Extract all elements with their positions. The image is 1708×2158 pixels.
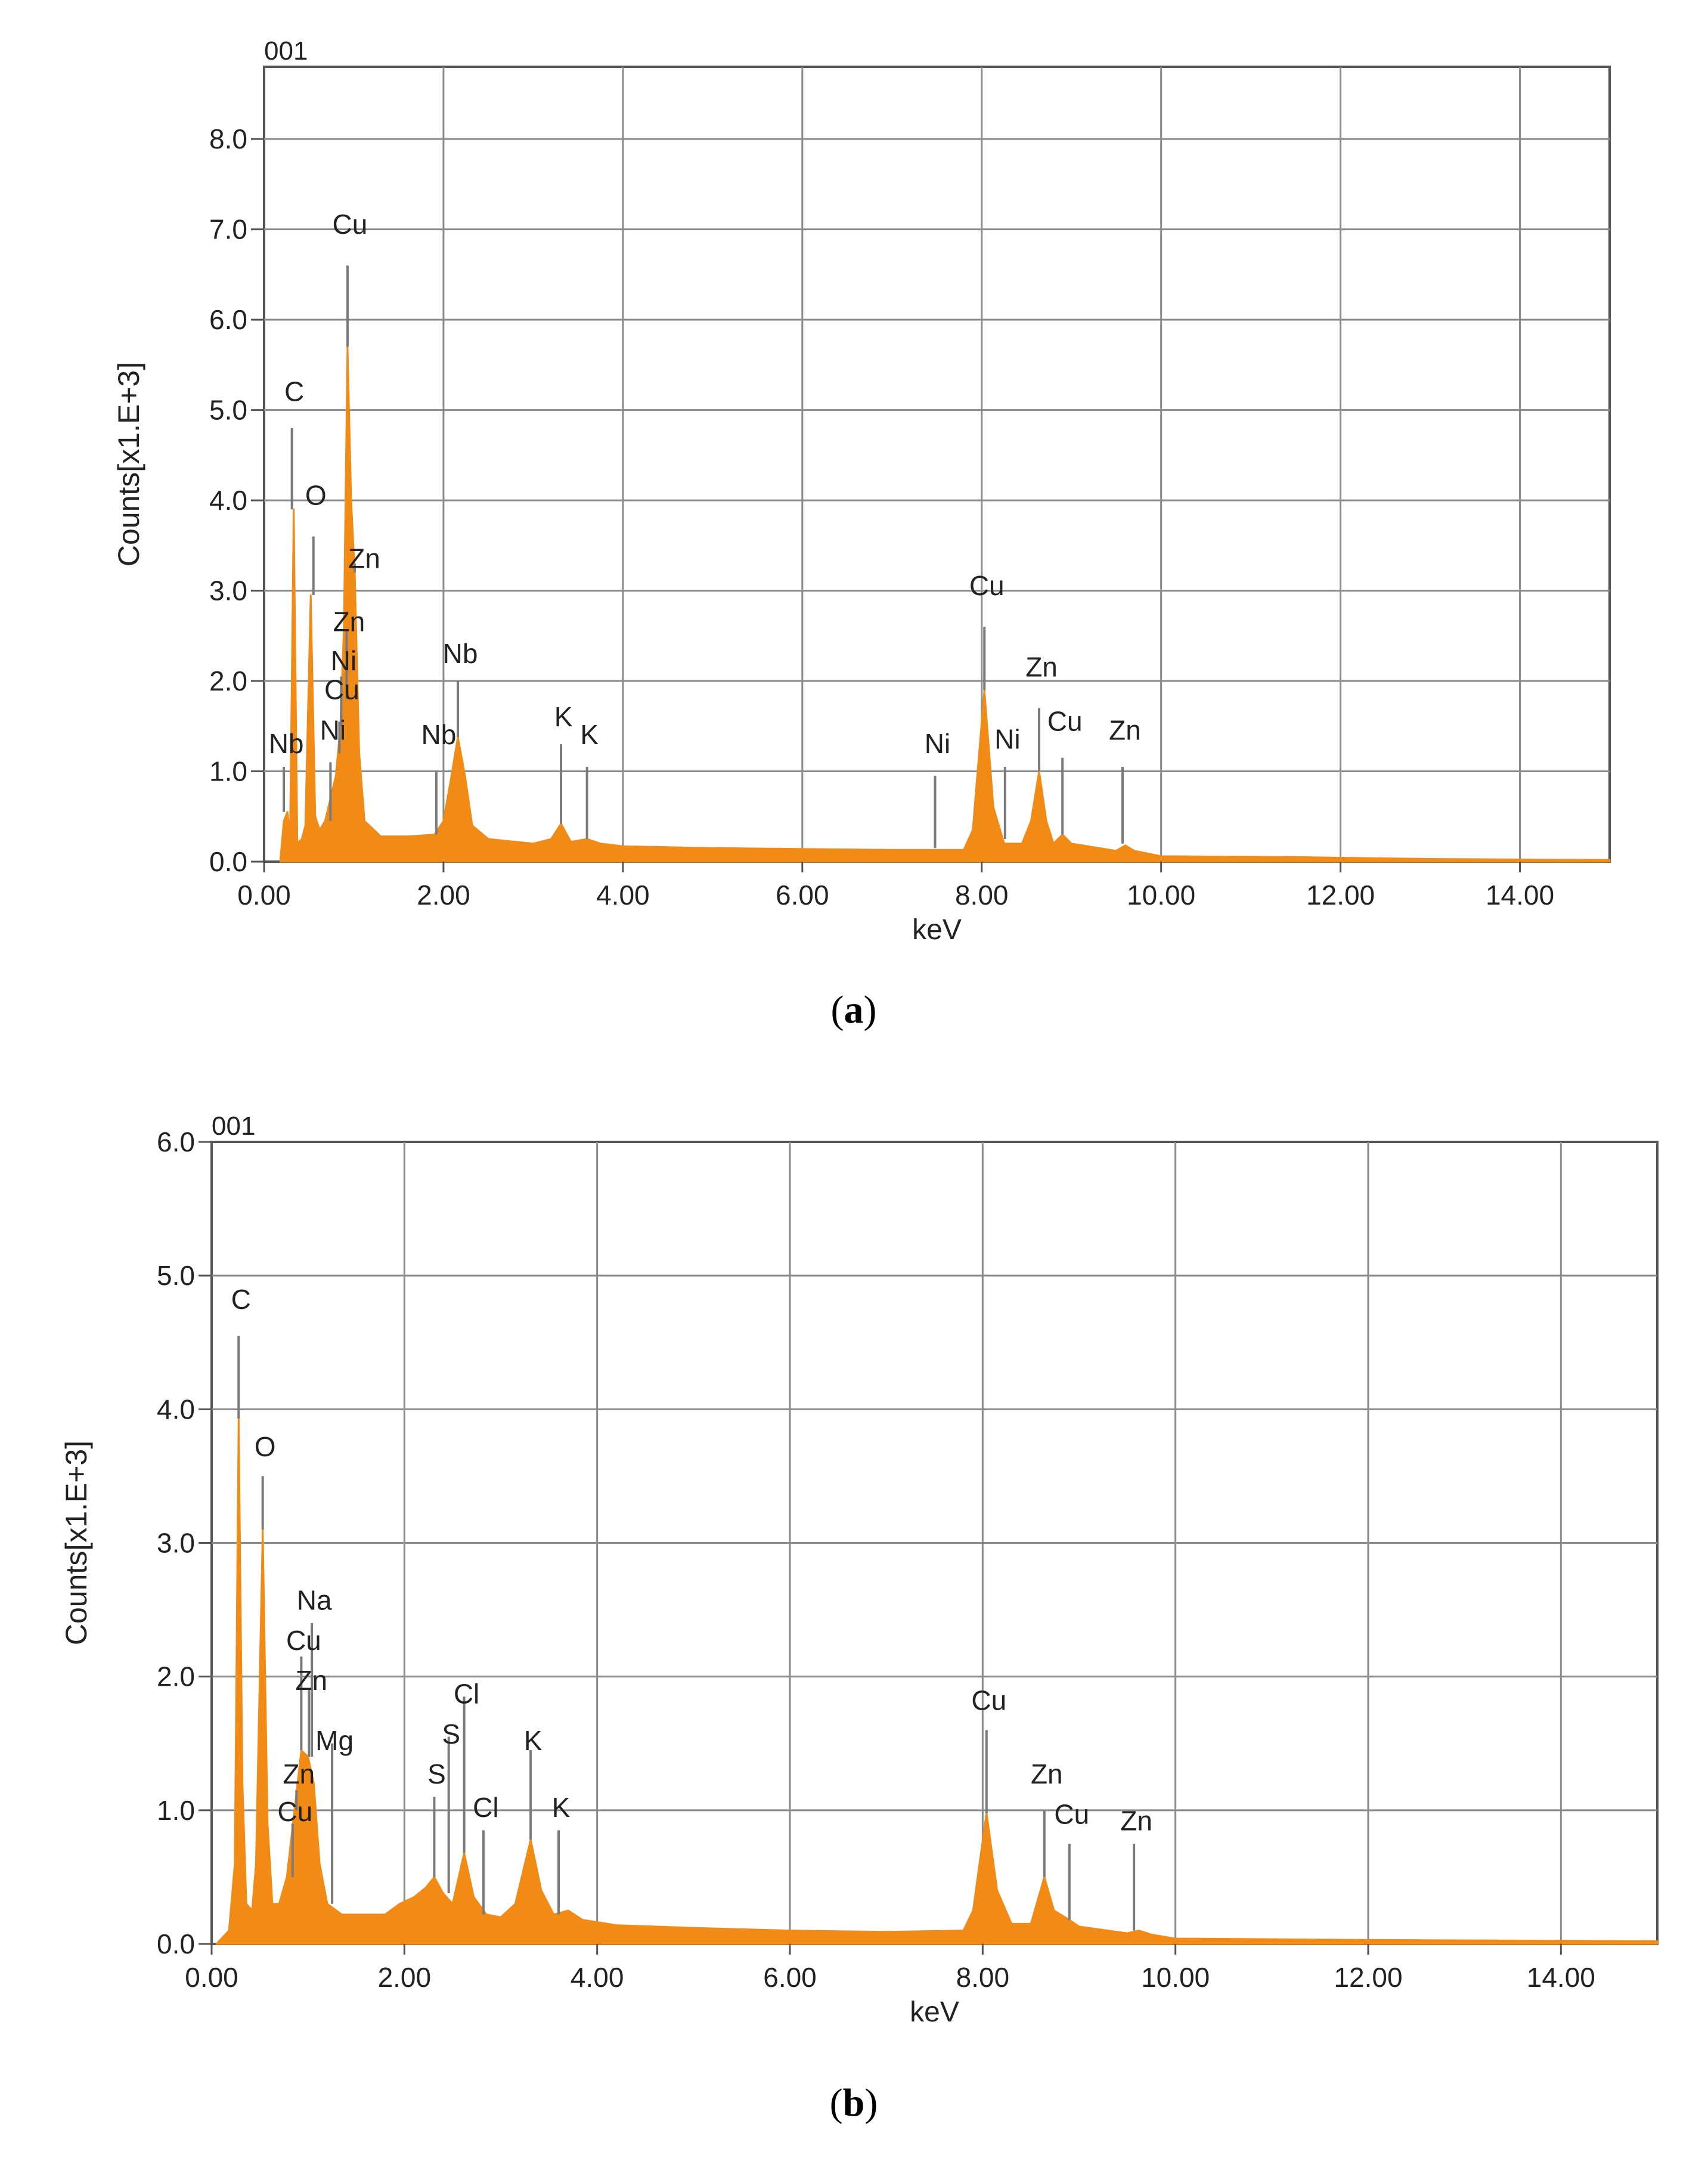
gridlines (264, 67, 1610, 862)
spectrum-id-label: 001 (212, 1111, 255, 1141)
peak-label: Cl (473, 1792, 498, 1823)
y-tick-label: 3.0 (209, 575, 247, 606)
peak-label: Nb (269, 728, 304, 759)
y-tick-label: 1.0 (157, 1795, 195, 1826)
y-tick-label: 0.0 (157, 1928, 195, 1959)
peak-label: K (554, 701, 573, 732)
peak-label: Nb (443, 638, 478, 669)
peak-label: Cu (286, 1625, 321, 1656)
x-tick-label: 14.00 (1527, 1962, 1595, 1993)
x-tick-label: 10.00 (1127, 880, 1195, 911)
peak-label: Ni (925, 728, 950, 759)
peak-label: Cu (333, 209, 368, 240)
peak-label: Mg (315, 1725, 354, 1756)
peak-label: S (442, 1719, 460, 1750)
panel-label: (b) (830, 2081, 878, 2125)
peak-label: O (305, 480, 327, 511)
y-axis: 0.0 1.0 2.0 3.0 4.0 5.0 6.0 (157, 1126, 212, 1959)
peak-label: Zn (1109, 715, 1141, 746)
y-tick-label: 8.0 (209, 123, 247, 154)
peak-label: Cu (1054, 1798, 1089, 1829)
peak-label: Cu (277, 1796, 312, 1827)
peak-label: Zn (1025, 651, 1058, 682)
y-axis-title: Counts[x1.E+3] (60, 1441, 93, 1645)
x-tick-label: 14.00 (1486, 880, 1554, 911)
x-tick-label: 0.00 (237, 880, 291, 911)
spectrum-id-label: 001 (264, 36, 308, 66)
spectrum-area (279, 346, 1611, 863)
peak-label: O (255, 1431, 276, 1462)
peak-label: Cu (1047, 705, 1083, 736)
x-tick-label: 12.00 (1334, 1962, 1402, 1993)
peak-label: Ni (331, 645, 357, 676)
peak-label: Zn (348, 543, 380, 574)
peak-label: Zn (333, 606, 365, 637)
peak-label: Na (297, 1585, 332, 1616)
peak-label: C (231, 1284, 251, 1315)
y-tick-label: 1.0 (209, 756, 247, 787)
y-tick-label: 6.0 (157, 1126, 195, 1157)
y-tick-label: 2.0 (157, 1661, 195, 1692)
peak-label: Zn (283, 1758, 315, 1789)
peak-label: Nb (421, 719, 456, 750)
y-tick-label: 4.0 (157, 1394, 195, 1425)
y-tick-label: 4.0 (209, 485, 247, 516)
y-axis-title: Counts[x1.E+3] (112, 362, 145, 566)
peak-label: S (427, 1758, 446, 1789)
peak-label: Ni (320, 715, 346, 746)
x-tick-label: 12.00 (1306, 880, 1375, 911)
peak-label: Cu (971, 1685, 1006, 1716)
y-tick-label: 5.0 (157, 1260, 195, 1291)
plot-frame (263, 66, 1611, 863)
x-axis: 0.00 2.00 4.00 6.00 8.00 10.00 12.00 14.00 (185, 1944, 1595, 1993)
spectrum-area (215, 1417, 1659, 1945)
x-tick-label: 2.00 (417, 880, 470, 911)
chart-panel-b: 0.0 1.0 2.0 3.0 4.0 5.0 6.0 0.00 2.00 4.00 6.00 8.0… (60, 1111, 1659, 2125)
peak-label: Cu (324, 674, 359, 705)
chart-panel-a: 0.0 1.0 2.0 3.0 4.0 5.0 6.0 7.0 8.0 0.00 2.00 4.00 6… (112, 36, 1611, 1032)
y-tick-label: 0.0 (209, 846, 247, 877)
gridlines (212, 1142, 1657, 1944)
peak-label: K (580, 719, 599, 750)
peak-label: Zn (1120, 1805, 1152, 1836)
x-tick-label: 8.00 (955, 880, 1009, 911)
peak-label: Ni (994, 724, 1020, 755)
y-tick-label: 5.0 (209, 395, 247, 426)
y-tick-label: 6.0 (209, 304, 247, 335)
peak-label: Zn (295, 1665, 327, 1696)
x-tick-label: 6.00 (763, 1962, 817, 1993)
x-tick-label: 0.00 (185, 1962, 238, 1993)
x-tick-label: 4.00 (596, 880, 650, 911)
x-axis: 0.00 2.00 4.00 6.00 8.00 10.00 12.00 14.00 (237, 862, 1554, 911)
peak-label: Zn (1031, 1758, 1063, 1789)
x-tick-label: 6.00 (776, 880, 829, 911)
peak-label: C (284, 376, 304, 407)
x-axis-title: keV (912, 914, 962, 946)
y-tick-label: 3.0 (157, 1528, 195, 1559)
x-tick-label: 8.00 (956, 1962, 1010, 1993)
peak-label: K (552, 1792, 571, 1823)
peak-label: Cl (454, 1679, 479, 1710)
peak-label: K (524, 1725, 543, 1756)
x-tick-label: 2.00 (378, 1962, 432, 1993)
peak-label: Cu (969, 570, 1005, 601)
x-tick-label: 4.00 (571, 1962, 624, 1993)
x-tick-label: 10.00 (1141, 1962, 1210, 1993)
y-axis: 0.0 1.0 2.0 3.0 4.0 5.0 6.0 7.0 8.0 (209, 123, 264, 877)
y-tick-label: 7.0 (209, 214, 247, 245)
y-tick-label: 2.0 (209, 665, 247, 696)
panel-label: (a) (831, 988, 877, 1032)
x-axis-title: keV (910, 1996, 959, 2028)
